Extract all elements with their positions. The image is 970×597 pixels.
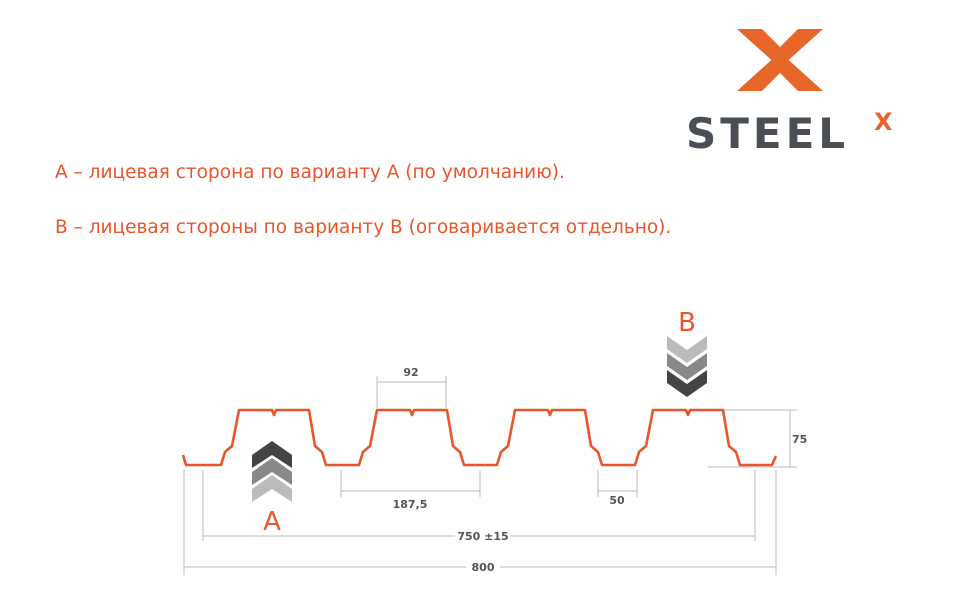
dim-top-width: 92: [403, 366, 418, 379]
logo-text: STEEL: [686, 109, 849, 158]
logo-superscript: X: [874, 108, 893, 136]
dim-working-width: 750 ±15: [457, 530, 508, 543]
chevrons-down-icon: [667, 336, 707, 397]
logo-x-mark-icon: [737, 29, 823, 91]
note-side-a: А – лицевая сторона по варианту А (по ум…: [55, 162, 565, 183]
note-side-b: В – лицевая стороны по варианту В (огова…: [55, 217, 672, 238]
label-side-a: A: [263, 507, 281, 537]
steelx-logo: STEEL X: [686, 29, 893, 158]
sheet-profile: [181, 408, 778, 467]
dim-height: 75: [792, 433, 807, 446]
label-backdrop: [455, 528, 511, 544]
dim-total-width: 800: [472, 561, 495, 574]
label-backdrop: [466, 559, 500, 575]
label-side-b: B: [678, 308, 696, 338]
dimension-lines: [183, 376, 797, 575]
dim-bottom-width: 50: [609, 494, 625, 507]
dim-pitch: 187,5: [393, 498, 428, 511]
chevrons-up-icon: [252, 441, 292, 502]
